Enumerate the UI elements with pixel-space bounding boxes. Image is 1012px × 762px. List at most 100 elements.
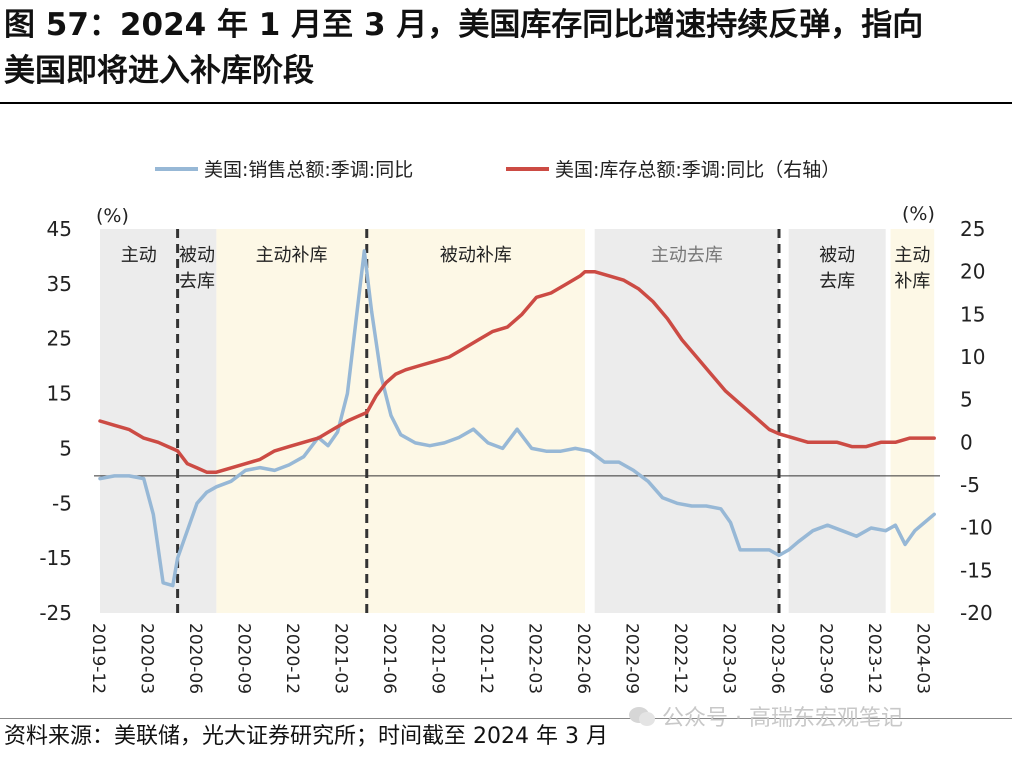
left-unit: (%)	[96, 205, 129, 227]
phase-label: 去库	[179, 271, 215, 292]
x-tick-label: 2020-12	[282, 623, 302, 694]
inventory-point	[754, 416, 756, 418]
inventory-point	[317, 437, 319, 439]
footer-rule	[0, 718, 1012, 719]
legend: 美国:销售总额:季调:同比 美国:库存总额:季调:同比（右轴）	[155, 159, 840, 181]
sales-point	[196, 502, 198, 504]
phase-band	[594, 229, 779, 613]
x-tick-label: 2021-12	[476, 623, 496, 694]
inventory-point	[404, 369, 407, 371]
inventory-point	[909, 437, 911, 439]
sales-point	[603, 461, 606, 463]
sales-point	[128, 475, 130, 477]
sales-point	[914, 530, 916, 532]
inventory-point	[167, 446, 169, 448]
inventory-point	[851, 446, 853, 448]
right-unit: (%)	[902, 203, 935, 225]
x-tick-label: 2020-03	[137, 623, 157, 694]
sales-point	[244, 469, 247, 471]
inventory-point	[521, 313, 523, 315]
sales-point	[778, 554, 780, 556]
inventory-point	[143, 437, 145, 439]
inventory-point	[332, 428, 334, 431]
inventory-point	[923, 437, 926, 439]
inventory-point	[186, 463, 188, 465]
sales-point	[337, 431, 339, 433]
x-tick-label: 2021-06	[379, 623, 399, 694]
inventory-point	[375, 394, 378, 396]
right-tick-label: -10	[960, 516, 993, 540]
sales-point	[172, 584, 174, 587]
x-tick-label: 2022-03	[525, 623, 545, 694]
right-tick-label: 5	[960, 388, 973, 412]
sales-point	[923, 521, 926, 524]
sales-point	[472, 428, 475, 430]
sales-point	[371, 310, 373, 312]
right-tick-label: -20	[960, 601, 993, 625]
figure-title-line2: 美国即将进入补库阶段	[4, 53, 314, 89]
phase-dividers	[176, 229, 781, 613]
inventory-point	[792, 437, 795, 439]
x-tick-label: 2021-09	[428, 623, 448, 694]
legend-label-inventory: 美国:库存总额:季调:同比（右轴）	[555, 159, 840, 181]
sales-point	[206, 491, 208, 493]
x-tick-label: 2023-12	[864, 623, 884, 694]
inventory-point	[579, 275, 581, 277]
source-note: 资料来源：美联储，光大证券研究所；时间截至 2024 年 3 月	[4, 724, 608, 749]
sales-point	[288, 464, 290, 466]
sales-point	[99, 478, 101, 480]
sales-point	[177, 557, 179, 559]
inventory-point	[346, 420, 348, 422]
sales-point	[705, 505, 707, 507]
watermark-text: 公众号 · 高瑞东宏观笔记	[662, 706, 903, 731]
sales-point	[113, 475, 116, 477]
phase-label: 主动	[894, 245, 930, 266]
series-lines	[98, 249, 936, 588]
legend-label-sales: 美国:销售总额:季调:同比	[204, 159, 413, 181]
sales-point	[443, 442, 445, 444]
inventory-point	[395, 373, 397, 375]
x-tick-label: 2023-06	[767, 623, 787, 694]
phase-band	[100, 229, 178, 613]
phase-label: 去库	[819, 271, 855, 292]
sales-point	[812, 530, 814, 532]
inventory-point	[836, 441, 838, 443]
inventory-point	[584, 271, 586, 273]
inventory-point	[288, 446, 290, 448]
sales-point	[933, 513, 935, 515]
x-tick-label: 2023-09	[816, 623, 836, 694]
inventory-point	[356, 416, 358, 418]
figure-title-line1: 图 57：2024 年 1 月至 3 月，美国库存同比增速持续反弹，指向	[4, 7, 924, 43]
right-axis: (%) 25 20 15 10 5 0 -5 -10 -15 -20	[902, 203, 993, 625]
sales-point	[904, 543, 906, 546]
sales-point	[826, 524, 829, 526]
inventory-point	[768, 428, 770, 431]
sales-point	[346, 392, 348, 395]
sales-point	[152, 513, 154, 515]
sales-point	[363, 250, 365, 252]
sales-yoy-line	[98, 249, 936, 588]
sales-point	[274, 469, 276, 471]
phase-band	[366, 229, 585, 613]
inventory-point	[385, 382, 387, 384]
inventory-point	[477, 339, 479, 341]
sales-point	[356, 310, 358, 312]
phase-band	[890, 229, 935, 613]
inventory-point	[739, 403, 741, 405]
inventory-point	[177, 450, 179, 452]
phase-label: 被动	[819, 245, 855, 266]
x-tick-label: 2022-12	[670, 623, 690, 694]
left-tick-label: -25	[39, 601, 72, 625]
inventory-point	[933, 437, 935, 439]
figure-title: 图 57：2024 年 1 月至 3 月，美国库存同比增速持续反弹，指向 美国即…	[4, 2, 1012, 100]
sales-point	[545, 450, 547, 452]
sales-point	[589, 450, 591, 452]
sales-point	[303, 456, 305, 458]
inventory-point	[894, 441, 897, 443]
x-tick-label: 2024-03	[913, 623, 933, 694]
x-axis: 2019-12 2020-03 2020-06 2020-09 2020-12 2021-…	[88, 623, 933, 694]
left-tick-label: -15	[39, 546, 72, 570]
inventory-point	[608, 275, 610, 277]
sales-point	[739, 549, 741, 551]
